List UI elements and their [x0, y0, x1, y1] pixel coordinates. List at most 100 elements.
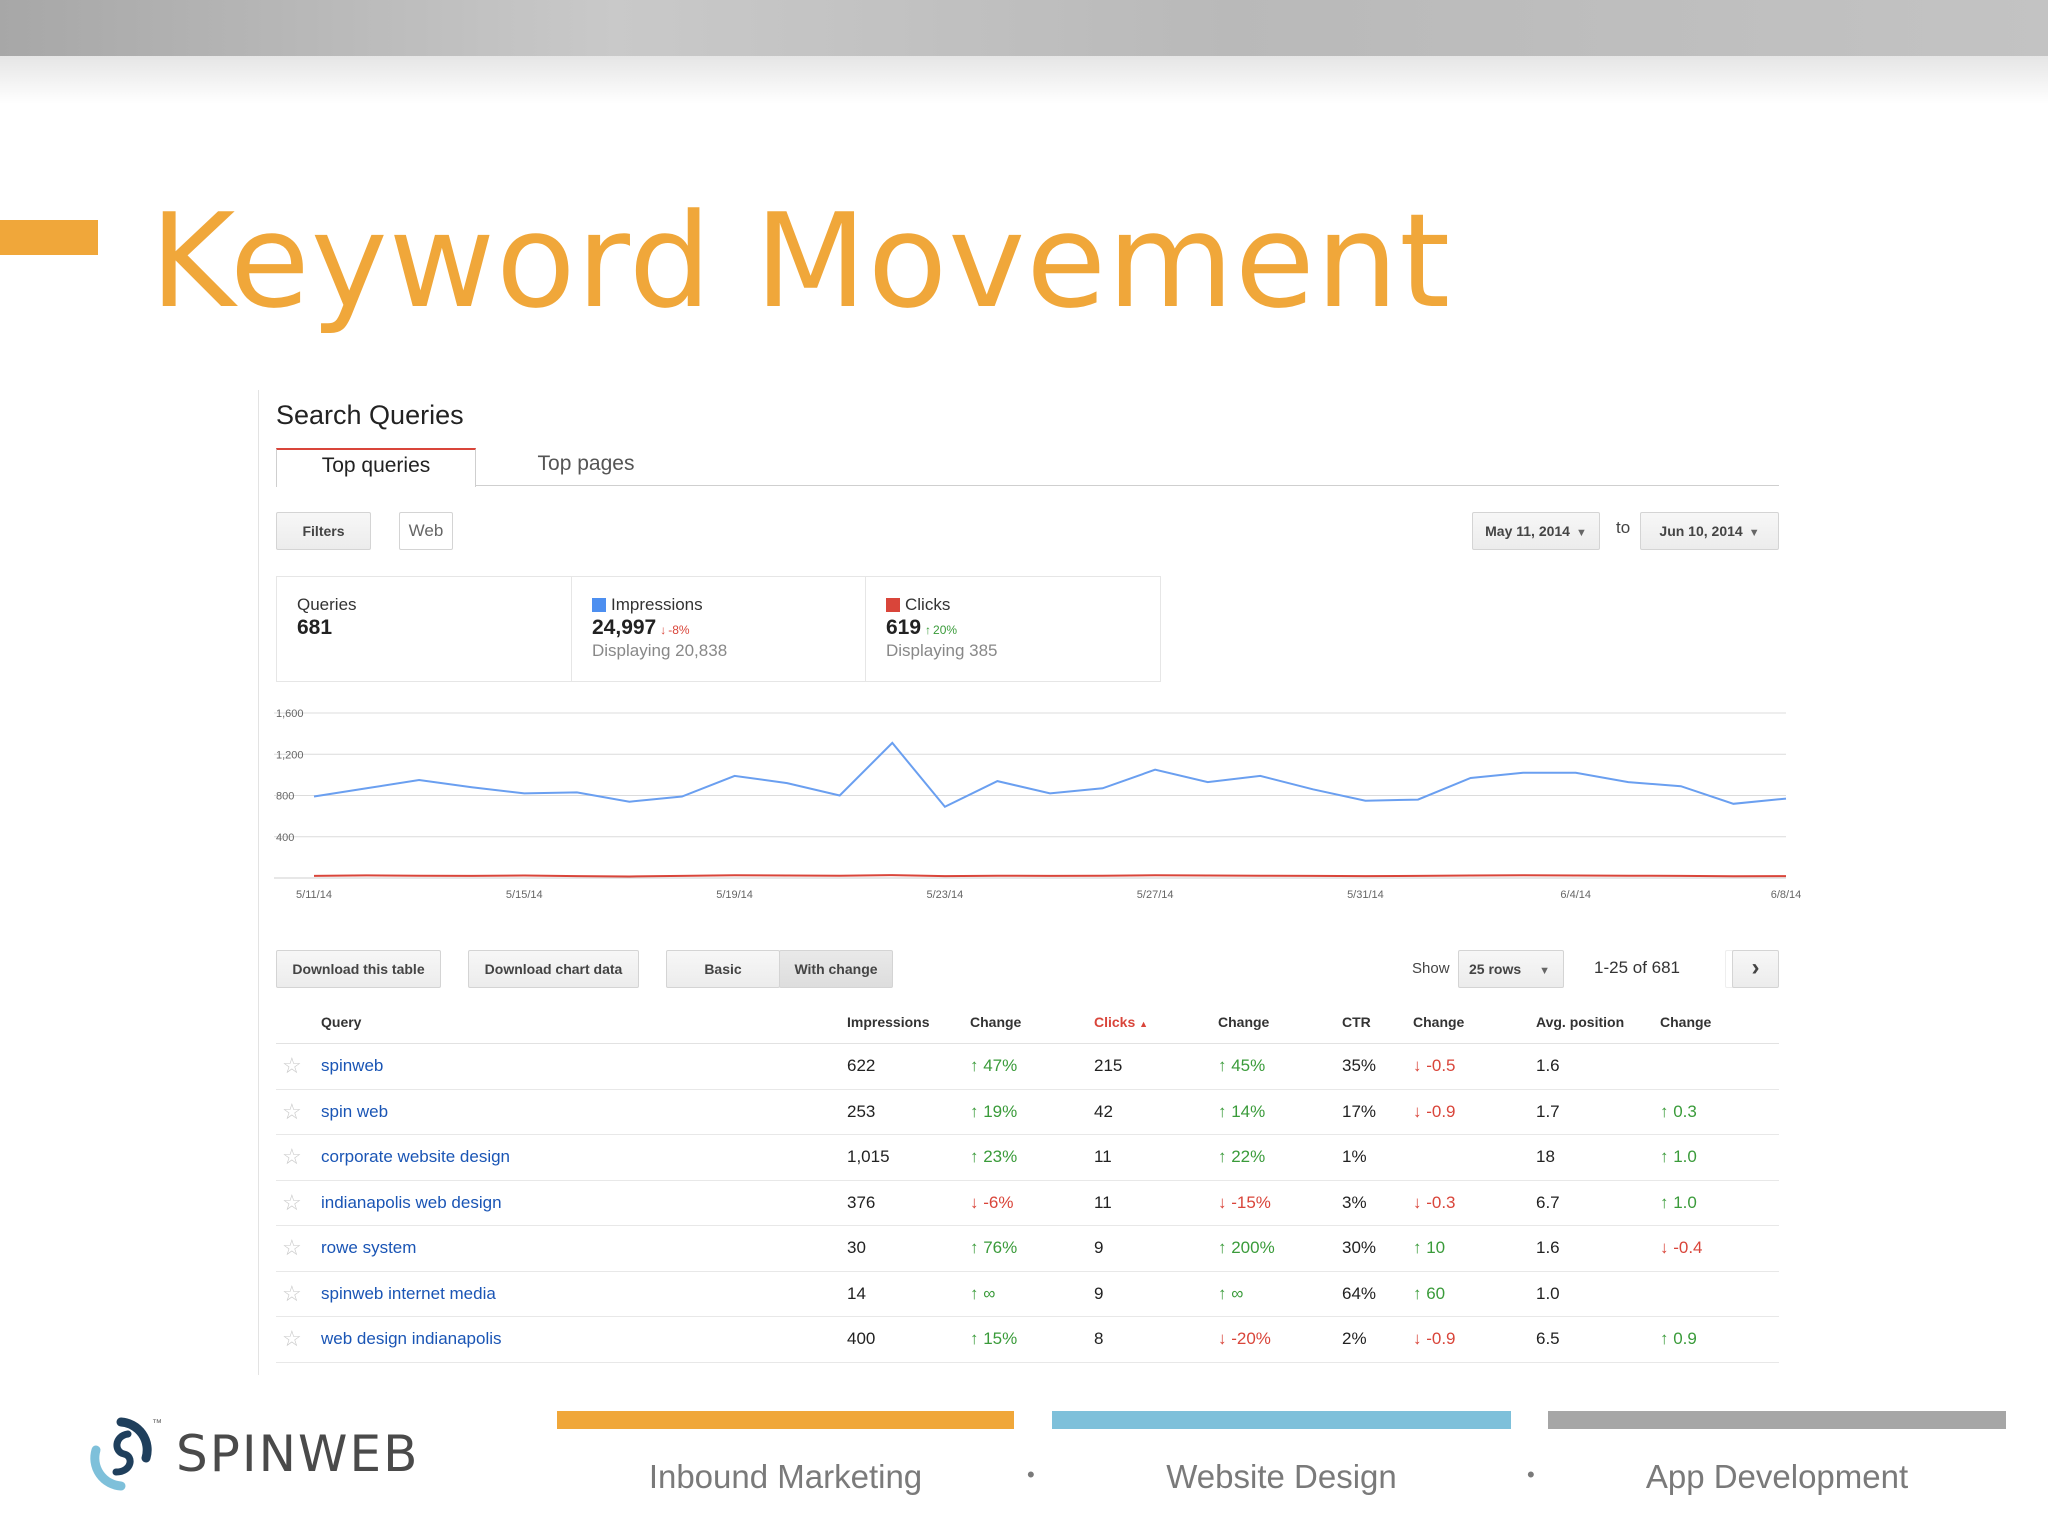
ctr-cell: 2% — [1342, 1329, 1367, 1348]
clicks-label: Clicks — [905, 595, 951, 614]
query-cell[interactable]: spin web — [321, 1101, 389, 1121]
clicks-card[interactable]: Clicks 619 ↑ 20% Displaying 385 — [865, 577, 1159, 681]
x-tick-label: 5/15/14 — [506, 889, 543, 901]
clicks-delta: 20% — [933, 623, 958, 637]
impressions-change-cell: ↑ 15% — [970, 1329, 1018, 1348]
col-clicks-change[interactable]: Change — [1218, 1014, 1270, 1030]
impressions-cell: 376 — [847, 1192, 876, 1212]
clicks-cell: 9 — [1094, 1238, 1104, 1257]
position-change-cell: ↑ 0.3 — [1660, 1101, 1697, 1121]
clicks-cell: 11 — [1094, 1192, 1112, 1212]
clicks-displaying: Displaying 385 — [886, 641, 998, 660]
table-row: ☆ spinweb 622 ↑ 47% 215 ↑ 45% 35% ↓ -0.5 1.6 — [276, 1044, 1779, 1090]
avg-position-cell: 1.0 — [1536, 1283, 1560, 1303]
impressions-card[interactable]: Impressions 24,997 ↓ -8% Displaying 20,838 — [571, 577, 865, 681]
x-tick-label: 5/31/14 — [1347, 889, 1384, 901]
clicks-cell: 9 — [1094, 1283, 1104, 1303]
col-ctr[interactable]: CTR — [1342, 1014, 1371, 1030]
basic-view-button[interactable]: Basic — [666, 950, 780, 988]
avg-position-cell: 1.6 — [1536, 1238, 1560, 1257]
date-from-select[interactable]: May 11, 2014 ▼ — [1472, 512, 1600, 550]
table-body: ☆ spinweb 622 ↑ 47% 215 ↑ 45% 35% ↓ -0.5 1.6 ☆ spi… — [276, 1044, 1779, 1363]
table-row: ☆ rowe system 30 ↑ 76% 9 ↑ 200% 30% ↑ 10 1.6 ↓ -0… — [276, 1226, 1779, 1272]
clicks-value: 619 — [886, 616, 922, 639]
col-query[interactable]: Query — [321, 1014, 362, 1030]
x-tick-label: 5/27/14 — [1137, 889, 1174, 901]
ctr-change-cell: ↓ -0.9 — [1413, 1101, 1456, 1121]
query-cell[interactable]: corporate website design — [321, 1147, 511, 1166]
query-cell[interactable]: spinweb — [321, 1056, 384, 1075]
impressions-cell: 14 — [847, 1283, 866, 1303]
tab-top-pages[interactable]: Top pages — [537, 452, 635, 475]
impressions-change-cell: ↓ -6% — [970, 1192, 1014, 1212]
separator-dot: • — [1527, 1462, 1535, 1487]
slide-title: Keyword Movement — [150, 185, 1452, 337]
position-change-cell: ↑ 0.9 — [1660, 1329, 1697, 1348]
col-ctr-change[interactable]: Change — [1413, 1014, 1465, 1030]
impressions-cell: 622 — [847, 1056, 876, 1075]
sort-asc-icon: ▲ — [1139, 1019, 1149, 1029]
web-filter-chip[interactable]: Web — [399, 512, 453, 550]
queries-card: Queries 681 — [277, 577, 571, 681]
impressions-cell: 400 — [847, 1329, 876, 1348]
col-position-change[interactable]: Change — [1660, 1014, 1712, 1030]
series-line-clicks — [313, 874, 1787, 878]
avg-position-cell: 1.6 — [1536, 1056, 1560, 1075]
position-change-cell: ↓ -0.4 — [1660, 1238, 1703, 1257]
download-table-button[interactable]: Download this table — [276, 950, 441, 988]
impressions-change-cell: ↑ ∞ — [970, 1283, 996, 1303]
pagination-range: 1-25 of 681 — [1594, 958, 1681, 977]
top-band — [0, 0, 2048, 56]
date-to-label: to — [1616, 518, 1631, 537]
ctr-cell: 64% — [1342, 1283, 1377, 1303]
ctr-change-cell: ↑ 10 — [1413, 1238, 1446, 1257]
star-icon[interactable]: ☆ — [282, 1280, 302, 1306]
table-row: ☆ indianapolis web design 376 ↓ -6% 11 ↓ -15%… — [276, 1181, 1779, 1226]
with-change-view-button[interactable]: With change — [779, 950, 893, 988]
impressions-cell: 1,015 — [847, 1147, 890, 1166]
star-icon[interactable]: ☆ — [282, 1098, 302, 1124]
impressions-label: Impressions — [611, 595, 703, 614]
clicks-change-cell: ↑ ∞ — [1218, 1283, 1244, 1303]
impressions-change-cell: ↑ 19% — [970, 1101, 1018, 1121]
query-cell[interactable]: spinweb internet media — [321, 1283, 496, 1303]
queries-label: Queries — [297, 595, 357, 614]
col-impressions-change[interactable]: Change — [970, 1014, 1022, 1030]
ctr-cell: 35% — [1342, 1056, 1377, 1075]
clicks-change-cell: ↑ 22% — [1218, 1147, 1266, 1166]
queries-value: 681 — [297, 616, 333, 639]
table-row: ☆ spin web 253 ↑ 19% 42 ↑ 14% 17% ↓ -0.9 1.7 ↑ 0.… — [276, 1090, 1779, 1135]
star-icon[interactable]: ☆ — [282, 1235, 302, 1260]
date-to-select[interactable]: Jun 10, 2014 ▼ — [1640, 512, 1779, 550]
query-cell[interactable]: indianapolis web design — [321, 1192, 502, 1212]
position-change-cell: ↑ 1.0 — [1660, 1192, 1697, 1212]
clicks-cell: 11 — [1094, 1147, 1112, 1166]
query-cell[interactable]: rowe system — [321, 1238, 417, 1257]
avg-position-cell: 18 — [1536, 1147, 1555, 1166]
next-page-button[interactable]: › — [1732, 950, 1779, 988]
query-cell[interactable]: web design indianapolis — [321, 1329, 502, 1348]
star-icon[interactable]: ☆ — [282, 1053, 302, 1078]
x-tick-label: 6/8/14 — [1771, 889, 1802, 901]
col-clicks[interactable]: Clicks ▲ — [1094, 1014, 1148, 1030]
top-band-shadow — [0, 56, 2048, 104]
tab-top-queries[interactable]: Top queries — [276, 448, 476, 487]
app-development-bar — [1548, 1411, 2006, 1429]
ctr-cell: 17% — [1342, 1101, 1377, 1121]
chevron-right-icon: › — [1751, 954, 1760, 981]
col-impressions[interactable]: Impressions — [847, 1014, 930, 1030]
col-avg-position[interactable]: Avg. position — [1536, 1014, 1625, 1030]
download-chart-button[interactable]: Download chart data — [468, 950, 639, 988]
filters-button[interactable]: Filters — [276, 512, 371, 550]
rows-per-page-value: 25 rows — [1469, 961, 1522, 977]
ctr-change-cell: ↑ 60 — [1413, 1283, 1446, 1303]
star-icon[interactable]: ☆ — [282, 1144, 302, 1169]
star-icon[interactable]: ☆ — [282, 1326, 302, 1351]
search-queries-panel: Search Queries Top queries Top pages Fil… — [258, 390, 1801, 1375]
rows-per-page-select[interactable]: 25 rows ▼ — [1458, 950, 1564, 988]
star-icon[interactable]: ☆ — [282, 1189, 302, 1215]
ctr-change-cell: ↓ -0.3 — [1413, 1192, 1456, 1212]
panel-title: Search Queries — [276, 400, 464, 430]
avg-position-cell: 6.5 — [1536, 1329, 1560, 1348]
